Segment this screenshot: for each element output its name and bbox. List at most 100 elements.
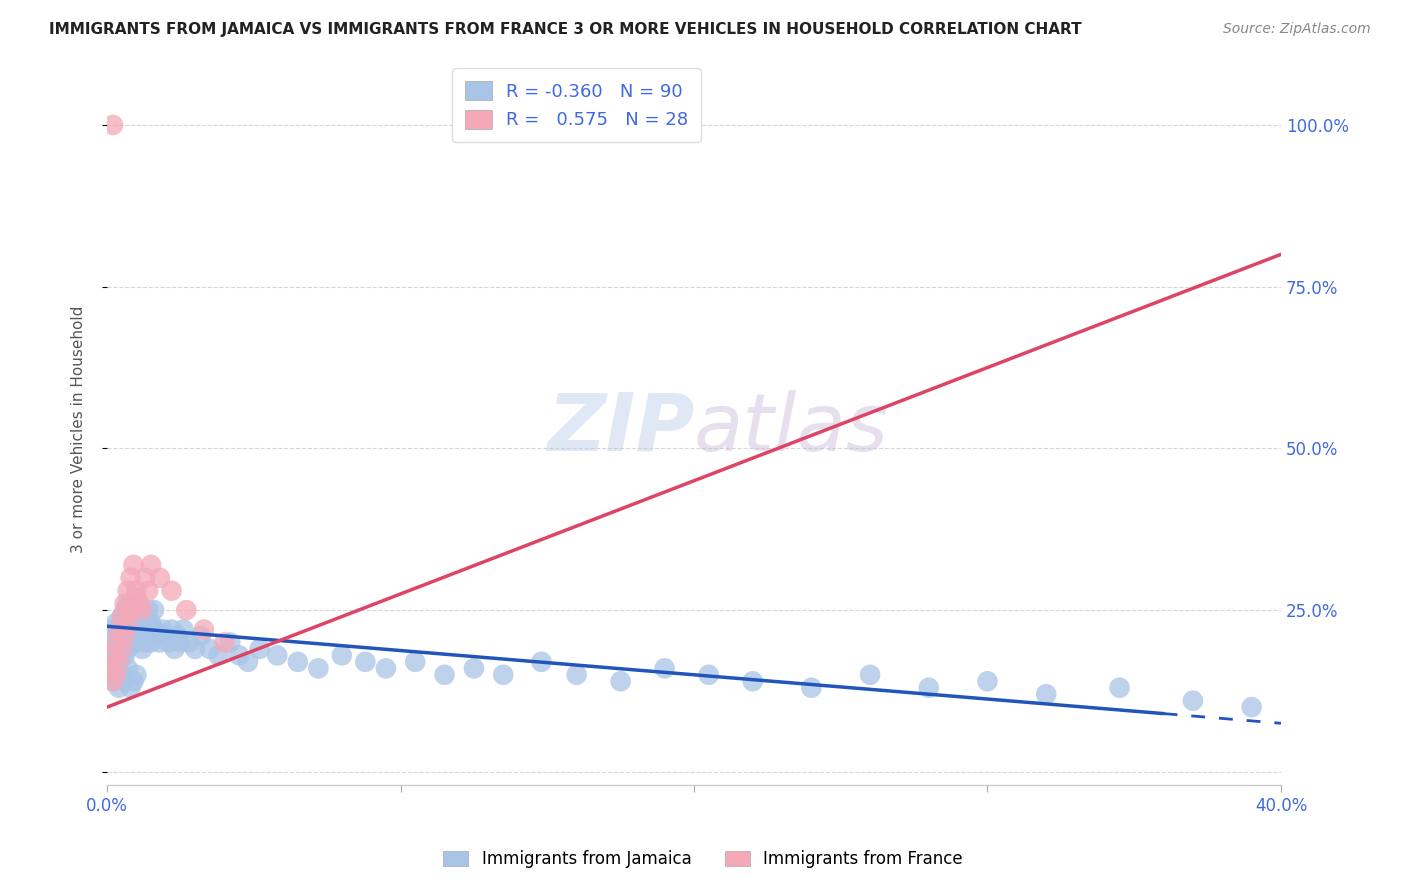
Point (128, 629, 150, 643)
Point (139, 635, 162, 649)
Point (108, 681, 131, 695)
Point (219, 635, 242, 649)
Point (111, 609, 134, 624)
Point (163, 641, 186, 656)
Point (143, 623, 166, 637)
Point (193, 623, 215, 637)
Point (143, 603, 166, 617)
Point (214, 635, 236, 649)
Point (122, 609, 145, 624)
Point (104, 629, 127, 643)
Point (131, 623, 153, 637)
Point (149, 635, 172, 649)
Point (287, 655, 309, 669)
Point (190, 629, 212, 643)
Point (122, 558, 145, 572)
Point (654, 661, 676, 675)
Point (463, 661, 485, 675)
Point (152, 623, 174, 637)
Point (157, 635, 180, 649)
Point (236, 655, 259, 669)
Point (176, 603, 198, 617)
Point (169, 635, 191, 649)
Point (125, 583, 148, 598)
Point (1240, 700, 1263, 714)
Point (136, 583, 159, 598)
Point (111, 629, 134, 643)
Point (108, 623, 131, 637)
Point (125, 635, 148, 649)
Point (565, 667, 588, 681)
Point (117, 597, 139, 611)
Point (166, 629, 188, 643)
Point (139, 615, 162, 630)
Point (117, 623, 139, 637)
Point (108, 655, 131, 669)
Point (1108, 681, 1130, 695)
Point (859, 667, 882, 681)
Point (134, 571, 156, 585)
Point (104, 615, 127, 630)
Point (492, 667, 515, 681)
Point (101, 674, 124, 689)
Point (101, 623, 124, 637)
Point (330, 648, 353, 663)
Point (111, 641, 134, 656)
Point (160, 583, 183, 598)
Point (101, 641, 124, 656)
Point (1181, 693, 1204, 707)
Point (114, 648, 136, 663)
Point (128, 615, 150, 630)
Point (111, 667, 134, 681)
Point (139, 558, 162, 572)
Legend: R = -0.360   N = 90, R =   0.575   N = 28: R = -0.360 N = 90, R = 0.575 N = 28 (453, 68, 702, 142)
Point (117, 661, 139, 675)
Text: IMMIGRANTS FROM JAMAICA VS IMMIGRANTS FROM FRANCE 3 OR MORE VEHICLES IN HOUSEHOL: IMMIGRANTS FROM JAMAICA VS IMMIGRANTS FR… (49, 22, 1081, 37)
Point (101, 118, 124, 132)
Point (134, 609, 156, 624)
Point (184, 641, 207, 656)
Point (114, 674, 136, 689)
Point (111, 609, 134, 624)
Point (146, 629, 169, 643)
Point (800, 681, 823, 695)
Point (120, 681, 142, 695)
Point (117, 615, 139, 630)
Point (155, 629, 177, 643)
Point (136, 603, 159, 617)
Point (433, 667, 456, 681)
Point (108, 655, 131, 669)
Point (98, 635, 121, 649)
Point (104, 648, 127, 663)
Point (120, 571, 142, 585)
Text: Source: ZipAtlas.com: Source: ZipAtlas.com (1223, 22, 1371, 37)
Point (98, 667, 121, 681)
Point (128, 597, 150, 611)
Y-axis label: 3 or more Vehicles in Household: 3 or more Vehicles in Household (72, 305, 86, 553)
Point (131, 641, 153, 656)
Point (125, 590, 148, 604)
Point (266, 648, 288, 663)
Point (114, 629, 136, 643)
Point (207, 648, 229, 663)
Point (98, 661, 121, 675)
Point (104, 667, 127, 681)
Point (307, 661, 329, 675)
Point (1035, 687, 1057, 701)
Point (122, 674, 145, 689)
Point (114, 603, 136, 617)
Point (114, 597, 136, 611)
Point (108, 635, 131, 649)
Point (117, 583, 139, 598)
Point (354, 655, 377, 669)
Point (228, 648, 250, 663)
Point (122, 629, 145, 643)
Point (120, 603, 142, 617)
Point (249, 641, 271, 656)
Point (530, 655, 553, 669)
Point (134, 635, 156, 649)
Point (120, 615, 142, 630)
Point (976, 674, 998, 689)
Point (131, 603, 153, 617)
Point (114, 635, 136, 649)
